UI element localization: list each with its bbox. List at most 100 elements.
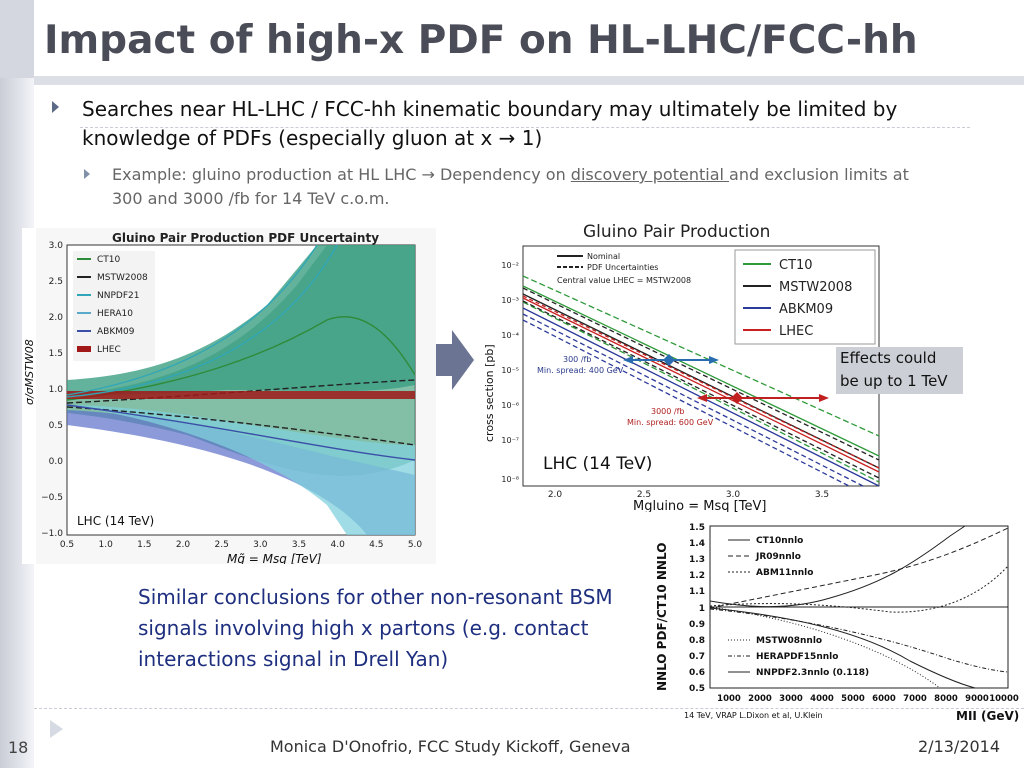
fig2-title: Gluino Pair Production xyxy=(583,222,770,242)
fig1-ytick: 2.5 xyxy=(49,277,63,287)
fig2-ytick: 10⁻⁷ xyxy=(501,436,519,445)
fig1-ytick: 2.0 xyxy=(49,313,64,323)
conclusion-note: Similar conclusions for other non-resona… xyxy=(138,585,613,671)
fig2-ann2-line1: 3000 /fb xyxy=(651,407,685,416)
fig1-tag: LHC (14 TeV) xyxy=(77,514,154,528)
fig3-xtick: 3000 xyxy=(779,694,803,704)
fig3-ytick: 1.3 xyxy=(689,555,705,565)
footer-date: 2/13/2014 xyxy=(918,737,1001,756)
fig2-legend-label: MSTW2008 xyxy=(779,280,852,295)
right-arrow-icon xyxy=(436,330,474,390)
slide-corner-block xyxy=(0,0,34,78)
fig3-ytick: 0.7 xyxy=(689,652,705,662)
fig2-ytick: 10⁻⁵ xyxy=(501,366,519,375)
effects-line2: be up to 1 TeV xyxy=(840,372,948,390)
fig3-legend-label: CT10nnlo xyxy=(756,536,803,546)
bullet-arrow-icon xyxy=(52,101,59,113)
fig3-xtick: 7000 xyxy=(903,694,927,704)
fig2-ann1-line2: Min. spread: 400 GeV xyxy=(537,366,624,375)
fig2-ytick: 10⁻⁶ xyxy=(501,401,519,410)
fig3-ytick: 1.5 xyxy=(689,523,705,533)
fig2-style-label: PDF Uncertainties xyxy=(587,263,658,272)
footer-text: Monica D'Onofrio, FCC Study Kickoff, Gen… xyxy=(270,737,631,756)
fig3-ytick: 1.1 xyxy=(689,587,705,597)
fig3-xlabel: MII (GeV) xyxy=(956,709,1019,723)
fig3-legend-label: HERAPDF15nnlo xyxy=(756,652,838,662)
fig2-tag: LHC (14 TeV) xyxy=(543,454,652,474)
figure-nnlo-pdf-ratio: CT10nnlo JR09nnlo ABM11nnlo MSTW08nnlo H… xyxy=(648,520,1024,724)
fig3-ytick: 0.6 xyxy=(689,668,705,678)
fig3-ytick: 1.2 xyxy=(689,571,705,581)
fig3-ytick: 0.8 xyxy=(689,636,705,646)
fig3-ytick: 1.4 xyxy=(689,539,705,549)
fig1-ytick: 3.0 xyxy=(49,241,64,251)
fig2-ytick: 10⁻⁸ xyxy=(501,475,519,484)
fig1-legend-label: NNPDF21 xyxy=(97,291,139,301)
fig3-ytick: 0.9 xyxy=(689,620,705,630)
fig2-style-label: Nominal xyxy=(587,252,620,261)
fig3-legend-label: ABM11nnlo xyxy=(756,568,813,578)
fig1-legend-label: ABKM09 xyxy=(97,327,135,337)
fig1-xlabel: Mg̃ = Msq [TeV] xyxy=(227,552,322,564)
fig1-ytick: 1.0 xyxy=(49,385,64,395)
fig2-ann2-line2: Min. spread: 600 GeV xyxy=(627,418,714,427)
fig2-ytick: 10⁻² xyxy=(501,261,519,270)
fig2-xtick: 3.5 xyxy=(815,490,829,500)
fig1-xtick: 1.5 xyxy=(137,540,151,550)
sub-bullet-arrow-icon xyxy=(84,169,90,179)
fig3-caption: 14 TeV, VRAP L.Dixon et al, U.Klein xyxy=(684,711,823,720)
fig3-legend-label: MSTW08nnlo xyxy=(756,636,822,646)
fig3-xtick: 1000 xyxy=(717,694,741,704)
footer-triangle-icon xyxy=(50,720,63,738)
fig2-legend-label: CT10 xyxy=(779,258,813,273)
figure-pdf-uncertainty: Gluino Pair Production PDF Uncertainty C… xyxy=(22,228,436,564)
fig1-legend-label: LHEC xyxy=(97,345,121,355)
fig1-xtick: 2.0 xyxy=(176,540,191,550)
fig1-xtick: 5.0 xyxy=(408,540,423,550)
fig3-ytick: 1 xyxy=(699,604,705,614)
page-number: 18 xyxy=(8,738,29,757)
fig2-xtick: 2.5 xyxy=(637,490,651,500)
fig2-ylabel: cross section [pb] xyxy=(483,344,496,442)
fig3-xtick: 5000 xyxy=(841,694,865,704)
fig1-ytick: −0.5 xyxy=(41,493,63,503)
fig1-legend-label: CT10 xyxy=(97,255,121,265)
fig1-ytick: 0.5 xyxy=(49,421,63,431)
fig1-xtick: 4.5 xyxy=(369,540,383,550)
footer-divider xyxy=(34,708,1024,709)
fig2-ann1-line1: 300 /fb xyxy=(563,355,591,364)
fig1-title: Gluino Pair Production PDF Uncertainty xyxy=(112,231,379,245)
fig2-xtick: 2.0 xyxy=(548,490,563,500)
discovery-potential-link[interactable]: discovery potential xyxy=(570,165,730,184)
fig1-xtick: 1.0 xyxy=(99,540,114,550)
fig2-legend-label: LHEC xyxy=(779,324,813,339)
fig2-ytick: 10⁻³ xyxy=(501,296,519,305)
fig1-xtick: 3.0 xyxy=(253,540,268,550)
bullet-sub-text: Example: gluino production at HL LHC → D… xyxy=(112,165,571,184)
fig3-xtick: 2000 xyxy=(748,694,772,704)
fig1-xtick: 2.5 xyxy=(215,540,229,550)
bullet-main: Searches near HL-LHC / FCC-hh kinematic … xyxy=(82,97,898,150)
effects-callout: Effects could be up to 1 TeV xyxy=(836,347,963,394)
fig1-xtick: 4.0 xyxy=(331,540,346,550)
bullet-sub: Example: gluino production at HL LHC → D… xyxy=(112,163,912,211)
fig1-ytick: −1.0 xyxy=(41,529,63,539)
fig1-xtick: 0.5 xyxy=(60,540,74,550)
fig3-xtick: 9000 xyxy=(965,694,989,704)
fig2-legend-label: ABKM09 xyxy=(779,302,833,317)
title-rule xyxy=(34,76,1024,85)
fig1-ytick: 1.5 xyxy=(49,349,63,359)
fig3-xtick: 8000 xyxy=(934,694,958,704)
fig1-ylabel: σ/σMSTW08 xyxy=(23,339,36,405)
fig1-legend-label: MSTW2008 xyxy=(97,273,148,283)
fig1-ytick: 0.0 xyxy=(49,457,64,467)
effects-line1: Effects could xyxy=(840,349,937,367)
fig3-xtick: 10000 xyxy=(989,694,1019,704)
bullet-sub-text-end: and exclusion limits at 300 and 3000 /fb… xyxy=(112,165,909,208)
fig3-ylabel: NNLO PDF/CT10 NNLO xyxy=(655,543,669,691)
fig3-xtick: 4000 xyxy=(810,694,834,704)
fig3-xtick: 6000 xyxy=(872,694,896,704)
fig2-ytick: 10⁻⁴ xyxy=(501,331,519,340)
dotted-divider xyxy=(80,127,970,128)
fig3-ytick: 0.5 xyxy=(689,684,705,694)
